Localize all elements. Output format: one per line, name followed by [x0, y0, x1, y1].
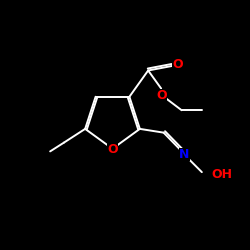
Text: N: N — [179, 148, 190, 161]
Text: O: O — [107, 143, 118, 156]
Text: O: O — [157, 89, 168, 102]
Text: O: O — [172, 58, 183, 71]
Text: OH: OH — [211, 168, 232, 181]
